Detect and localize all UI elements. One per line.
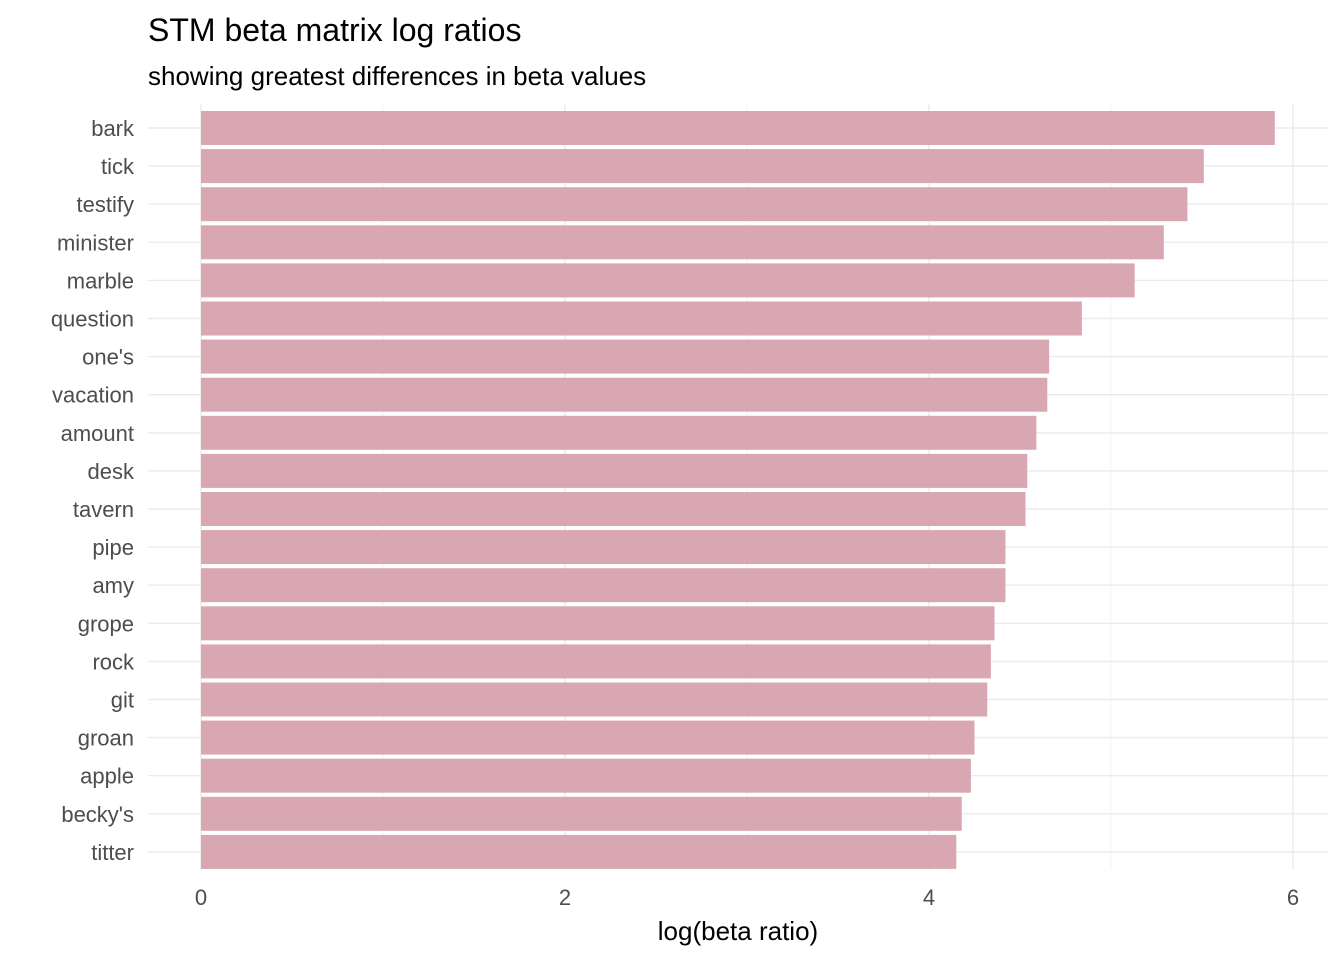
chart-subtitle: showing greatest differences in beta val… bbox=[148, 61, 646, 91]
bar-grope bbox=[201, 606, 995, 641]
bar-bark bbox=[201, 111, 1275, 145]
category-label: minister bbox=[57, 230, 134, 255]
bar-titter bbox=[201, 834, 957, 869]
bar-vacation bbox=[201, 377, 1048, 412]
x-axis-tick-labels: 0 2 4 6 bbox=[195, 885, 1299, 910]
bars bbox=[201, 111, 1275, 869]
category-label: amount bbox=[61, 421, 134, 446]
bar-question bbox=[201, 301, 1082, 336]
category-label: question bbox=[51, 307, 134, 332]
bar-testify bbox=[201, 187, 1188, 222]
bar-git bbox=[201, 682, 988, 717]
bar-pipe bbox=[201, 530, 1006, 565]
category-label: grope bbox=[78, 611, 134, 636]
bar-marble bbox=[201, 263, 1135, 298]
category-label: titter bbox=[91, 840, 134, 865]
category-label: testify bbox=[77, 192, 134, 217]
bar-amy bbox=[201, 568, 1006, 603]
category-label: pipe bbox=[92, 535, 134, 560]
category-label: becky's bbox=[61, 802, 134, 827]
bar-minister bbox=[201, 225, 1164, 260]
bar-apple bbox=[201, 758, 971, 793]
bar-tick bbox=[201, 149, 1204, 184]
bar-rock bbox=[201, 644, 991, 679]
category-label: apple bbox=[80, 764, 134, 789]
bar-desk bbox=[201, 453, 1028, 488]
bar-tavern bbox=[201, 492, 1026, 526]
category-label: rock bbox=[92, 649, 135, 674]
x-axis-title: log(beta ratio) bbox=[658, 916, 818, 946]
category-label: desk bbox=[88, 459, 135, 484]
category-label: groan bbox=[78, 726, 134, 751]
category-label: vacation bbox=[52, 383, 134, 408]
y-axis-labels: bark tick testify minister marble question one… bbox=[51, 116, 135, 865]
bar-amount bbox=[201, 415, 1037, 450]
category-label: tick bbox=[101, 154, 135, 179]
category-label: one's bbox=[82, 345, 134, 370]
chart-title: STM beta matrix log ratios bbox=[148, 12, 521, 48]
category-label: bark bbox=[91, 116, 135, 141]
x-tick-label: 6 bbox=[1287, 885, 1299, 910]
bar-one-s bbox=[201, 339, 1050, 374]
x-tick-label: 4 bbox=[923, 885, 935, 910]
x-tick-label: 0 bbox=[195, 885, 207, 910]
category-label: amy bbox=[92, 573, 134, 598]
bar-becky-s bbox=[201, 796, 962, 831]
x-tick-label: 2 bbox=[559, 885, 571, 910]
category-label: tavern bbox=[73, 497, 134, 522]
bar-groan bbox=[201, 720, 975, 755]
category-label: git bbox=[111, 688, 134, 713]
category-label: marble bbox=[67, 268, 134, 293]
